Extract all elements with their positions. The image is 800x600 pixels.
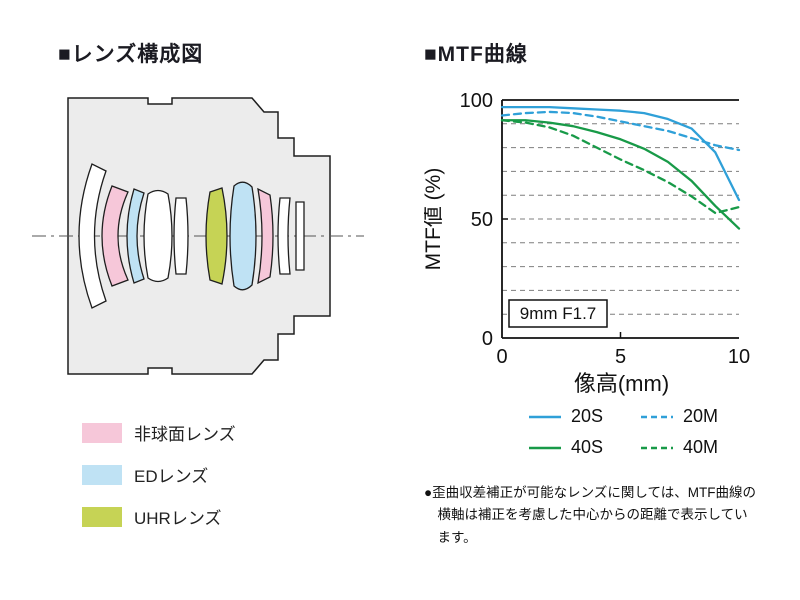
focal-aperture-label: 9mm F1.7 bbox=[520, 304, 597, 323]
mtf-series-legend: 20S 20M 40S 40M bbox=[528, 406, 752, 458]
legend-line-icon bbox=[529, 446, 561, 449]
lens-element-aspherical-2 bbox=[257, 187, 274, 285]
legend-row-ed: EDレンズ bbox=[82, 462, 236, 487]
footnote-line-2: 横軸は補正を考慮した中心からの距離で表示してい bbox=[437, 507, 748, 523]
y-tick-label: 50 bbox=[471, 209, 493, 231]
mtf-chart: 0 5 10 0 50 100 9mm F1.7 MTF値 (%) bbox=[422, 88, 764, 378]
lens-construction-title: ■レンズ構成図 bbox=[58, 43, 204, 66]
focal-aperture-box bbox=[508, 299, 608, 328]
y-tick-label: 100 bbox=[460, 90, 493, 112]
lens-type-legend: 非球面レンズ EDレンズ UHRレンズ bbox=[82, 420, 236, 546]
x-tick-label: 5 bbox=[615, 346, 626, 368]
legend-line-icon bbox=[641, 415, 673, 418]
y-tick-label: 0 bbox=[482, 328, 493, 350]
lens-element-ed-1 bbox=[126, 188, 145, 284]
ed-label: EDレンズ bbox=[134, 467, 209, 486]
legend-line-icon bbox=[641, 446, 673, 449]
footnote: ●歪曲収差補正が可能なレンズに関しては、MTF曲線の 横軸は補正を考慮した中心か… bbox=[424, 482, 786, 549]
ed-swatch-icon bbox=[82, 464, 122, 485]
footnote-line-1: ●歪曲収差補正が可能なレンズに関しては、MTF曲線の bbox=[424, 485, 756, 500]
legend-line-icon bbox=[529, 415, 561, 418]
uhr-swatch-icon bbox=[82, 506, 122, 527]
legend-label-20M: 20M bbox=[683, 406, 719, 426]
x-tick-label: 10 bbox=[728, 346, 750, 368]
mtf-y-axis-label: MTF値 (%) bbox=[424, 168, 445, 271]
uhr-swatch bbox=[82, 506, 122, 527]
mtf-legend-item-20M: 20M bbox=[640, 406, 752, 427]
x-tick-label: 0 bbox=[496, 346, 507, 368]
legend-label-20S: 20S bbox=[571, 406, 604, 426]
lens-element-biconvex-white bbox=[143, 189, 173, 283]
mtf-legend-item-40M: 40M bbox=[640, 437, 752, 458]
lens-element-uhr bbox=[205, 187, 228, 285]
lens-element-rear-1 bbox=[277, 197, 291, 275]
legend-row-uhr: UHRレンズ bbox=[82, 504, 236, 529]
lens-element-rear-flat bbox=[295, 201, 305, 271]
aspherical-swatch-icon bbox=[82, 422, 122, 443]
ed-swatch bbox=[82, 464, 122, 485]
mtf-legend-item-20S: 20S bbox=[528, 406, 640, 427]
aspherical-swatch bbox=[82, 422, 122, 443]
uhr-label: UHRレンズ bbox=[134, 509, 222, 528]
lens-construction-diagram bbox=[32, 97, 364, 375]
mtf-curve-title: ■MTF曲線 bbox=[424, 43, 528, 66]
mtf-legend-item-40S: 40S bbox=[528, 437, 640, 458]
footnote-line-3: ます。 bbox=[437, 529, 477, 545]
mtf-curve-20M bbox=[500, 110, 741, 152]
mtf-x-axis-label: 像高(mm) bbox=[573, 371, 670, 396]
mtf-curve-40M bbox=[500, 119, 741, 215]
lens-element-aspherical-1 bbox=[101, 185, 129, 287]
aspherical-label: 非球面レンズ bbox=[134, 425, 236, 444]
legend-row-aspherical: 非球面レンズ bbox=[82, 420, 236, 445]
legend-label-40M: 40M bbox=[683, 437, 719, 457]
lens-element-ed-2 bbox=[229, 181, 257, 291]
lens-element-thin-white bbox=[173, 197, 189, 275]
lens-element-meniscus-front bbox=[78, 163, 107, 309]
mtf-curve-20S bbox=[500, 105, 741, 202]
mtf-curve-40S bbox=[500, 119, 741, 230]
legend-label-40S: 40S bbox=[571, 437, 604, 457]
